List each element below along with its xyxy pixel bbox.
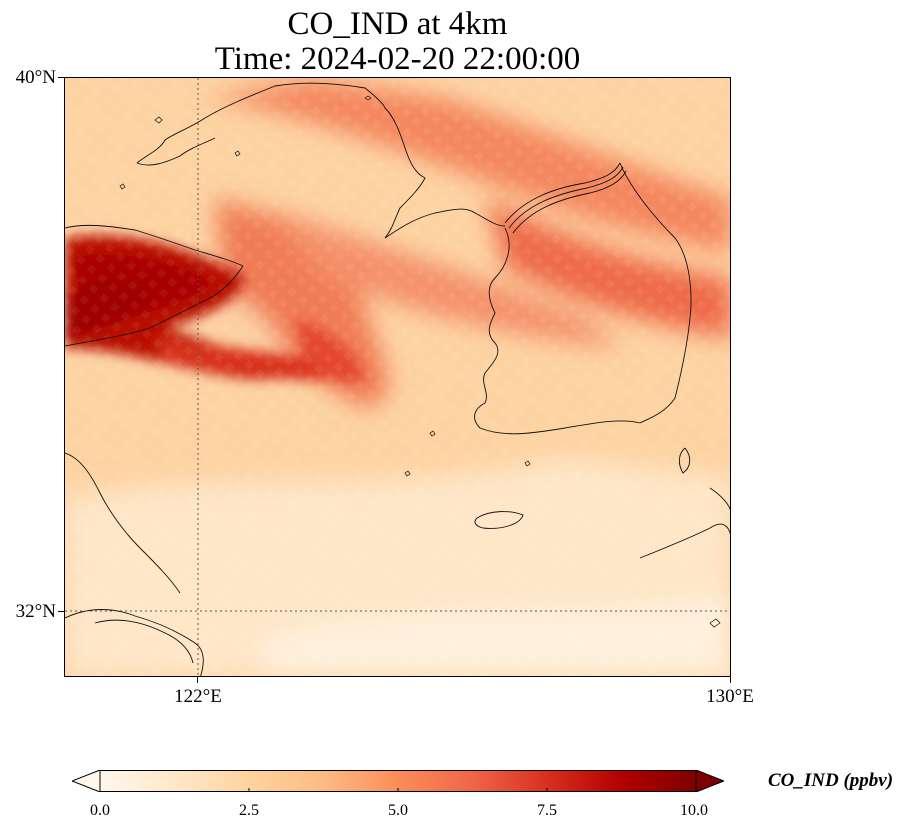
map-title-line2: Time: 2024-02-20 22:00:00 (214, 41, 581, 77)
lon-label-130: 130°E (706, 686, 754, 707)
lon-tick (197, 677, 198, 683)
colorbar-tick-label: 10.0 (680, 802, 708, 819)
coastlines (65, 82, 730, 676)
colorbar-title: CO_IND (ppbv) (768, 770, 894, 791)
lat-tick (58, 77, 64, 78)
map-panel (64, 77, 731, 677)
colorbar-tick-label: 0.0 (90, 802, 110, 819)
colorbar-gradient (100, 770, 696, 792)
islands (119, 95, 721, 628)
colorbar-tick-label: 2.5 (239, 802, 259, 819)
colorbar-extend-max (695, 770, 724, 792)
gridlines (65, 78, 730, 676)
colorbar-tick-label: 7.5 (537, 802, 557, 819)
concentration-field (65, 78, 730, 676)
lon-tick (730, 677, 731, 683)
lat-label-40: 40°N (15, 67, 56, 88)
lat-tick (58, 611, 64, 612)
colorbar-extend-min (72, 770, 101, 792)
map-title-line1: CO_IND at 4km (287, 6, 508, 42)
lon-label-122: 122°E (174, 686, 222, 707)
colorbar (72, 770, 724, 792)
colorbar-tick-label: 5.0 (388, 802, 408, 819)
lat-label-32: 32°N (15, 601, 56, 622)
